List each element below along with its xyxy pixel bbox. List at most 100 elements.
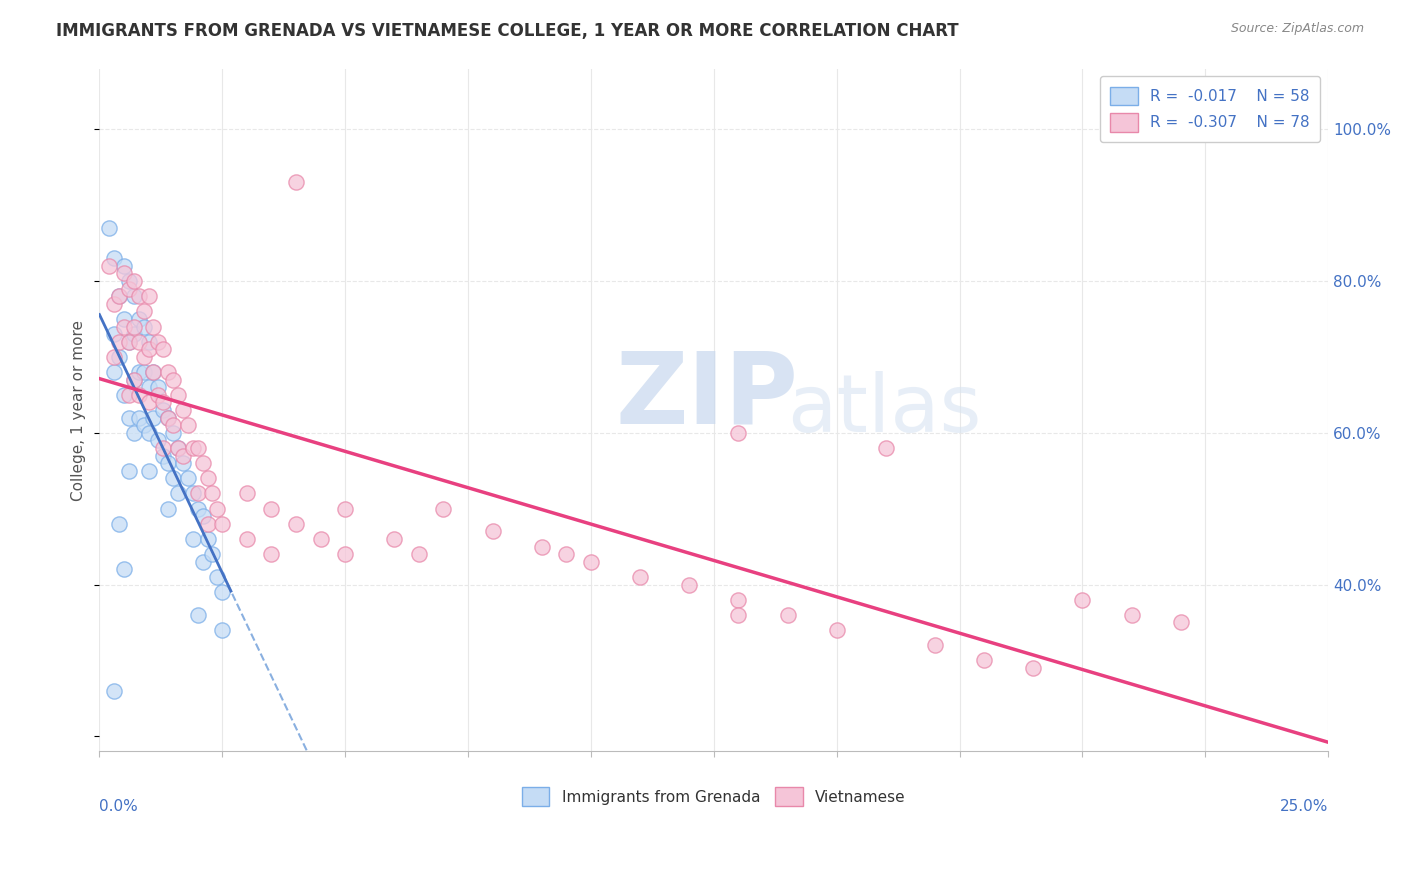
- Point: [148, 434, 170, 448]
- Point: [132, 365, 155, 379]
- Point: [260, 501, 283, 516]
- Text: Source: ZipAtlas.com: Source: ZipAtlas.com: [1230, 22, 1364, 36]
- Point: [138, 334, 160, 349]
- Point: [103, 297, 125, 311]
- Point: [207, 570, 229, 584]
- Point: [727, 607, 749, 622]
- Point: [118, 388, 141, 402]
- Point: [201, 547, 224, 561]
- Point: [122, 373, 145, 387]
- Point: [1071, 592, 1094, 607]
- Point: [132, 304, 155, 318]
- Point: [142, 410, 165, 425]
- Point: [191, 456, 214, 470]
- Point: [112, 259, 135, 273]
- Point: [924, 638, 946, 652]
- Point: [103, 251, 125, 265]
- Point: [122, 319, 145, 334]
- Point: [191, 555, 214, 569]
- Point: [628, 570, 651, 584]
- Point: [172, 403, 194, 417]
- Point: [108, 289, 131, 303]
- Text: IMMIGRANTS FROM GRENADA VS VIETNAMESE COLLEGE, 1 YEAR OR MORE CORRELATION CHART: IMMIGRANTS FROM GRENADA VS VIETNAMESE CO…: [56, 22, 959, 40]
- Point: [128, 334, 150, 349]
- Point: [157, 365, 180, 379]
- Point: [432, 501, 454, 516]
- Point: [335, 547, 357, 561]
- Y-axis label: College, 1 year or more: College, 1 year or more: [72, 319, 86, 500]
- Point: [132, 319, 155, 334]
- Point: [142, 365, 165, 379]
- Text: ZIP: ZIP: [616, 348, 799, 445]
- Point: [132, 350, 155, 364]
- Point: [152, 343, 174, 357]
- Point: [108, 289, 131, 303]
- Point: [236, 532, 259, 546]
- Point: [112, 267, 135, 281]
- Point: [197, 532, 219, 546]
- Point: [1170, 615, 1192, 630]
- Point: [103, 350, 125, 364]
- Point: [138, 343, 160, 357]
- Point: [128, 410, 150, 425]
- Point: [167, 486, 190, 500]
- Point: [187, 501, 209, 516]
- Point: [162, 418, 184, 433]
- Point: [118, 274, 141, 288]
- Point: [167, 441, 190, 455]
- Point: [172, 456, 194, 470]
- Point: [236, 486, 259, 500]
- Point: [555, 547, 578, 561]
- Point: [103, 365, 125, 379]
- Point: [108, 516, 131, 531]
- Point: [138, 425, 160, 440]
- Point: [122, 373, 145, 387]
- Point: [201, 486, 224, 500]
- Point: [157, 410, 180, 425]
- Point: [776, 607, 799, 622]
- Point: [118, 464, 141, 478]
- Point: [157, 456, 180, 470]
- Point: [128, 365, 150, 379]
- Point: [211, 516, 233, 531]
- Point: [112, 388, 135, 402]
- Point: [118, 334, 141, 349]
- Point: [162, 471, 184, 485]
- Point: [138, 289, 160, 303]
- Point: [382, 532, 405, 546]
- Point: [132, 418, 155, 433]
- Point: [148, 388, 170, 402]
- Point: [128, 289, 150, 303]
- Point: [103, 683, 125, 698]
- Point: [1022, 661, 1045, 675]
- Point: [530, 540, 553, 554]
- Point: [138, 380, 160, 394]
- Point: [112, 319, 135, 334]
- Point: [260, 547, 283, 561]
- Point: [118, 282, 141, 296]
- Point: [128, 388, 150, 402]
- Point: [875, 441, 897, 455]
- Point: [177, 418, 200, 433]
- Point: [142, 365, 165, 379]
- Point: [207, 501, 229, 516]
- Text: 0.0%: 0.0%: [100, 799, 138, 814]
- Point: [148, 380, 170, 394]
- Point: [122, 425, 145, 440]
- Point: [197, 471, 219, 485]
- Point: [211, 623, 233, 637]
- Point: [197, 516, 219, 531]
- Point: [678, 577, 700, 591]
- Point: [181, 486, 204, 500]
- Point: [157, 501, 180, 516]
- Point: [122, 327, 145, 342]
- Point: [167, 388, 190, 402]
- Point: [335, 501, 357, 516]
- Point: [142, 319, 165, 334]
- Point: [108, 334, 131, 349]
- Point: [152, 441, 174, 455]
- Point: [128, 312, 150, 326]
- Point: [152, 395, 174, 409]
- Point: [122, 289, 145, 303]
- Point: [172, 449, 194, 463]
